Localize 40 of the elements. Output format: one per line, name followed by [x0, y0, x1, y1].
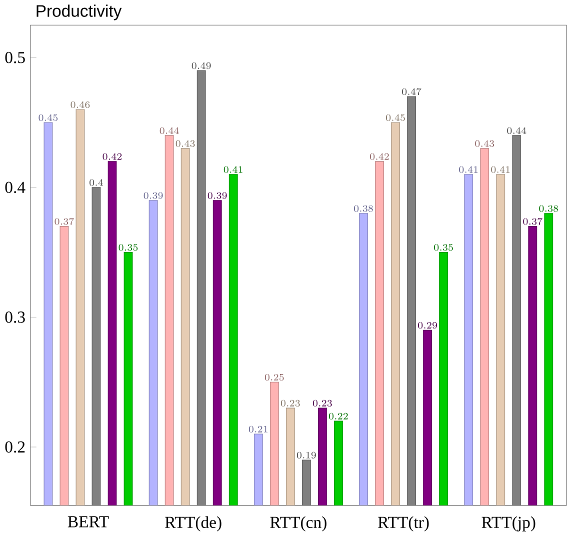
data-label: 0 . 22 — [328, 412, 348, 420]
data-label: 0 . 37 — [54, 218, 74, 225]
data-label: 0 .42 — [370, 153, 389, 160]
data-label: 0 . 35 — [118, 244, 138, 251]
data-label: 0 . 38 — [539, 205, 558, 212]
data-label: 0 . 38 — [354, 205, 373, 212]
data-label: 0 .41 — [459, 166, 478, 173]
y-tick-label: 0.3 — [5, 311, 25, 323]
chart-title: Productivity — [36, 4, 122, 20]
x-tick-label: RTT(jp) — [482, 516, 536, 532]
x-tick-label: BERT — [68, 516, 109, 528]
data-label: 0 .46 — [70, 101, 90, 108]
data-label: 0 . 39 — [144, 192, 163, 199]
x-tick-label: RTT(tr) — [378, 516, 429, 532]
data-label: 0 . 23 — [312, 400, 332, 407]
data-label: 0 .44 — [160, 127, 179, 134]
data-label: 0 . 37 — [523, 218, 542, 225]
x-tick-label: RTT(de) — [165, 516, 222, 532]
data-label: 0 .49 — [192, 62, 211, 70]
data-label: 0 .42 — [102, 153, 122, 160]
data-label: 0 . 35 — [434, 244, 453, 251]
data-label: 0 . 19 — [296, 452, 316, 458]
data-label: 0 .43 — [176, 140, 195, 147]
data-label: 0 . 39 — [208, 192, 227, 199]
data-label: 0 .41 — [491, 166, 510, 173]
data-label: 0 .4 — [90, 179, 104, 186]
data-label: 0 . 25 — [264, 374, 284, 381]
data-label: 0 .47 — [402, 88, 422, 96]
data-label: 0 .45 — [386, 114, 405, 121]
data-label: 0 . 23 — [280, 400, 300, 407]
data-label: 0 .45 — [38, 114, 58, 121]
y-tick-label: 0.5 — [5, 52, 25, 64]
data-label: 0 .41 — [224, 166, 242, 173]
data-label: 0 . 21 — [248, 426, 268, 433]
data-label: 0 .44 — [507, 127, 526, 134]
data-label: 0 .43 — [475, 140, 494, 147]
y-tick-label: 0.2 — [5, 441, 25, 453]
y-tick-label: 0.4 — [5, 182, 26, 194]
x-tick-label: RTT(cn) — [270, 516, 326, 532]
data-label: 0 . 29 — [418, 322, 437, 329]
